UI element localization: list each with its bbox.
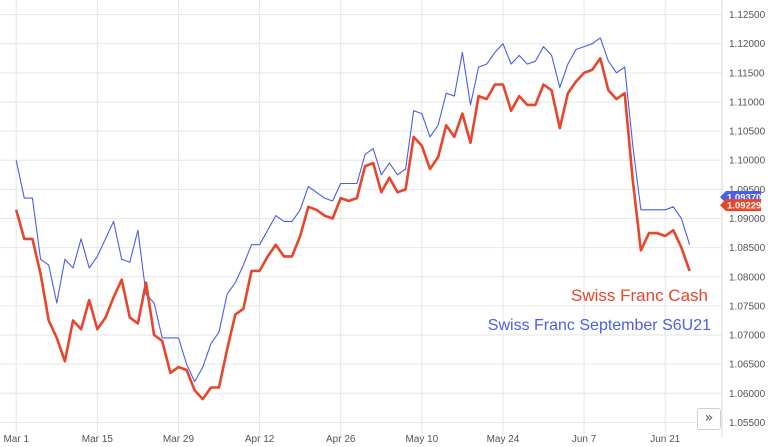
x-tick-label: Jun 7 [572, 434, 597, 445]
badge-label: 1.09370 [727, 192, 761, 203]
y-tick-label: 1.06500 [729, 360, 766, 371]
y-tick-label: 1.09500 [729, 185, 766, 196]
x-tick-label: Apr 12 [245, 434, 275, 445]
x-tick-label: Jun 21 [650, 434, 680, 445]
y-tick-label: 1.07000 [729, 331, 766, 342]
badge-shape [720, 199, 761, 212]
x-tick-label: Mar 15 [82, 434, 114, 445]
series-lines [14, 37, 691, 401]
y-tick-label: 1.07500 [729, 301, 766, 312]
y-tick-label: 1.12000 [729, 39, 766, 50]
y-tick-label: 1.08000 [729, 272, 766, 283]
y-tick-label: 1.05500 [729, 418, 766, 429]
y-tick-label: 1.08500 [729, 243, 766, 254]
last-value-badge-cash: 1.09229 [720, 199, 761, 212]
x-tick-label: May 24 [487, 434, 520, 445]
y-tick-label: 1.06000 [729, 389, 766, 400]
x-tick-label: Mar 1 [3, 434, 29, 445]
legend-entry-cash: Swiss Franc Cash [571, 286, 708, 305]
y-tick-label: 1.11500 [729, 68, 765, 79]
legend-entry-september-future: Swiss Franc September S6U21 [488, 317, 711, 334]
y-tick-label: 1.11000 [729, 97, 765, 108]
horizontal-gridlines [0, 14, 722, 423]
vertical-gridlines [15, 0, 723, 437]
x-tick-label: Mar 29 [163, 434, 195, 445]
badge-label: 1.09229 [727, 201, 761, 212]
y-tick-label: 1.10500 [729, 127, 766, 138]
y-tick-label: 1.09000 [729, 214, 766, 225]
series-line-september-future [15, 37, 691, 383]
scroll-right-button[interactable]: » [697, 408, 721, 430]
series-line-cash [14, 56, 691, 401]
x-tick-label: Apr 26 [326, 434, 356, 445]
y-axis-tick-labels: 1.05500 1.06000 1.06500 1.07000 1.07500 1.080… [729, 10, 766, 429]
y-tick-label: 1.10000 [729, 156, 766, 167]
x-axis-tick-labels: Mar 1 Mar 15 Mar 29 Apr 12 Apr 26 May 10 May 2… [3, 434, 680, 445]
y-tick-label: 1.12500 [729, 10, 766, 21]
x-tick-label: May 10 [405, 434, 438, 445]
